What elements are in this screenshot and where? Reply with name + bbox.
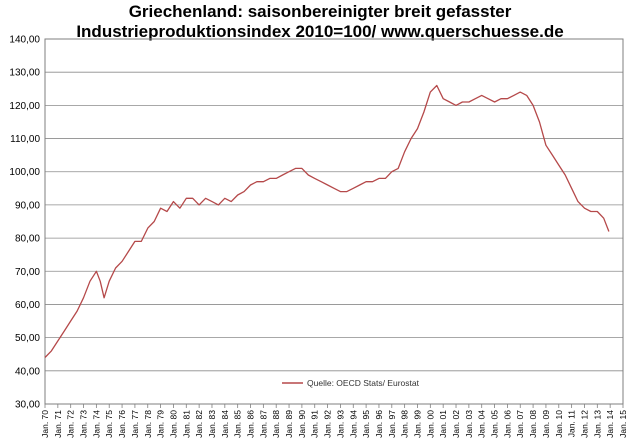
- x-tick-label: Jan. 79: [156, 410, 166, 438]
- x-tick-label: Jan. 10: [554, 410, 564, 438]
- x-tick-label: Jan. 87: [258, 410, 268, 438]
- x-tick-label: Jan. 06: [502, 410, 512, 438]
- x-tick-label: Jan. 07: [515, 410, 525, 438]
- x-tick-label: Jan. 80: [168, 410, 178, 438]
- x-tick-label: Jan. 72: [66, 410, 76, 438]
- x-tick-label: Jan. 03: [464, 410, 474, 438]
- x-tick-label: Jan. 14: [605, 410, 615, 438]
- y-tick-label: 30,00: [15, 400, 40, 411]
- y-tick-label: 90,00: [15, 200, 40, 211]
- x-tick-label: Jan. 91: [310, 410, 320, 438]
- x-tick-label: Jan. 81: [181, 410, 191, 438]
- x-tick-label: Jan. 82: [194, 410, 204, 438]
- x-tick-label: Jan. 74: [91, 410, 101, 438]
- chart-title-line-1: Griechenland: saisonbereinigter breit ge…: [128, 2, 512, 21]
- x-axis-ticks: Jan. 70 Jan. 71 Jan. 72 Jan. 73 Jan. 74 Jan. …: [40, 404, 628, 438]
- x-tick-label: Jan. 70: [40, 410, 50, 438]
- gridlines: [45, 38, 623, 405]
- chart-title-line-2: Industrieproduktionsindex 2010=100/ www.…: [76, 22, 564, 41]
- legend: Quelle: OECD Stats/ Eurostat: [282, 378, 420, 388]
- x-tick-label: Jan. 78: [143, 410, 153, 438]
- x-tick-label: Jan. 93: [335, 410, 345, 438]
- y-tick-label: 40,00: [15, 366, 40, 377]
- y-tick-label: 110,00: [10, 134, 40, 145]
- x-tick-label: Jan. 77: [130, 410, 140, 438]
- x-tick-label: Jan. 11: [567, 410, 577, 438]
- x-tick-label: Jan. 96: [374, 410, 384, 438]
- y-tick-label: 60,00: [15, 300, 40, 311]
- x-tick-label: Jan. 01: [438, 410, 448, 438]
- y-tick-label: 50,00: [15, 333, 40, 344]
- x-tick-label: Jan. 75: [104, 410, 114, 438]
- x-tick-label: Jan. 73: [79, 410, 89, 438]
- x-tick-label: Jan. 83: [207, 410, 217, 438]
- x-tick-label: Jan. 89: [284, 410, 294, 438]
- x-tick-label: Jan. 76: [117, 410, 127, 438]
- x-tick-label: Jan. 99: [412, 410, 422, 438]
- y-tick-label: 100,00: [9, 167, 40, 178]
- y-tick-label: 70,00: [15, 267, 40, 278]
- x-tick-label: Jan. 88: [271, 410, 281, 438]
- x-tick-label: Jan. 71: [53, 410, 63, 438]
- x-tick-label: Jan. 95: [361, 410, 371, 438]
- x-tick-label: Jan. 92: [323, 410, 333, 438]
- x-tick-label: Jan. 02: [451, 410, 461, 438]
- x-tick-label: Jan. 04: [477, 410, 487, 438]
- y-axis-ticks: 30,00 40,00 50,00 60,00 70,00 80,00 90,00 100,0…: [9, 35, 40, 411]
- x-tick-label: Jan. 94: [348, 410, 358, 438]
- y-tick-label: 140,00: [9, 35, 40, 46]
- y-tick-label: 80,00: [15, 234, 40, 245]
- x-tick-label: Jan. 13: [592, 410, 602, 438]
- x-tick-label: Jan. 85: [233, 410, 243, 438]
- y-tick-label: 120,00: [9, 101, 40, 112]
- x-tick-label: Jan. 86: [246, 410, 256, 438]
- series-line-0: [44, 84, 610, 358]
- y-tick-label: 130,00: [9, 68, 40, 79]
- x-tick-label: Jan. 97: [387, 410, 397, 438]
- x-tick-label: Jan. 90: [297, 410, 307, 438]
- x-tick-label: Jan. 00: [425, 410, 435, 438]
- x-tick-label: Jan. 08: [528, 410, 538, 438]
- legend-label: Quelle: OECD Stats/ Eurostat: [307, 378, 420, 388]
- x-tick-label: Jan. 84: [220, 410, 230, 438]
- x-tick-label: Jan. 98: [400, 410, 410, 438]
- series-layer: [44, 84, 610, 358]
- x-tick-label: Jan. 09: [541, 410, 551, 438]
- x-tick-label: Jan. 05: [490, 410, 500, 438]
- plot-frame: [44, 38, 624, 405]
- x-tick-label: Jan. 15: [618, 410, 628, 438]
- x-tick-label: Jan. 12: [579, 410, 589, 438]
